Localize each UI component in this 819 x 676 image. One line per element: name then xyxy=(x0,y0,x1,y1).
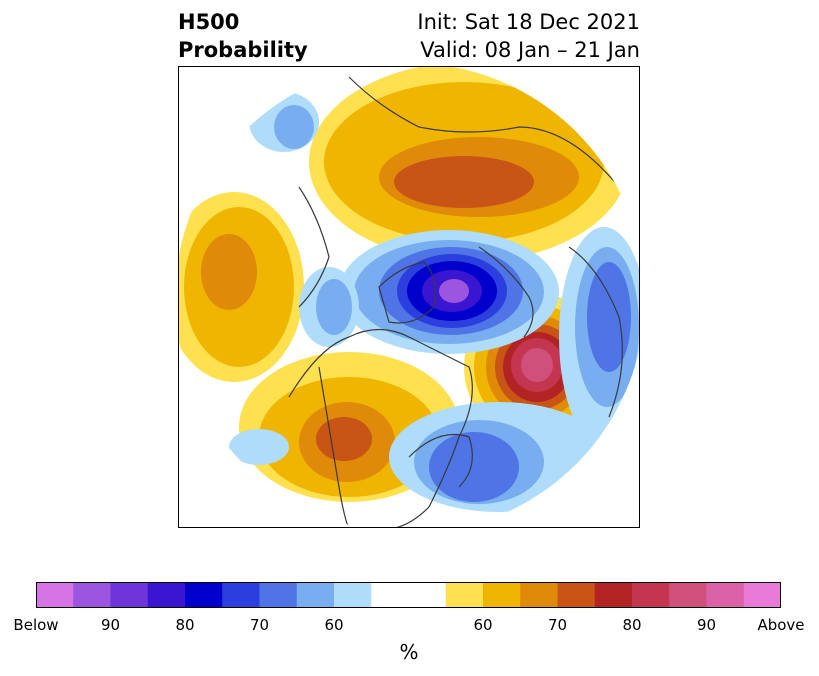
valid-range: Valid: 08 Jan – 21 Jan xyxy=(420,38,640,62)
colorbar-swatch-6 xyxy=(259,582,298,608)
title-right: Init: Sat 18 Dec 2021 Valid: 08 Jan – 21… xyxy=(417,8,640,64)
colorbar-border xyxy=(36,582,781,608)
colorbar-swatch-7 xyxy=(296,582,335,608)
title-left: H500 Probability xyxy=(178,8,308,64)
colorbar-tick-label: 90 xyxy=(100,616,121,634)
above-center-north-pacific xyxy=(179,192,304,382)
colorbar-tick-label: 70 xyxy=(249,616,270,634)
colorbar-swatch-3 xyxy=(147,582,186,608)
colorbar-tick-label: 80 xyxy=(175,616,195,634)
colorbar-swatch-15 xyxy=(594,582,633,608)
colorbar-tick-label: 80 xyxy=(622,616,642,634)
colorbar xyxy=(36,582,781,608)
colorbar-tick-label: 70 xyxy=(547,616,568,634)
colorbar-swatch-12 xyxy=(483,582,521,608)
colorbar-swatch-5 xyxy=(222,582,260,608)
colorbar-tick-label: Below xyxy=(13,616,59,634)
colorbar-tick-label: 60 xyxy=(473,616,493,634)
colorbar-unit: % xyxy=(399,640,419,664)
coastlines xyxy=(288,76,623,527)
title-subtitle: Probability xyxy=(178,38,308,62)
colorbar-swatch-4 xyxy=(185,582,223,608)
colorbar-swatch-0 xyxy=(36,582,74,608)
above-center-northern-eurasia xyxy=(309,67,629,262)
colorbar-swatch-17 xyxy=(669,582,707,608)
colorbar-swatch-13 xyxy=(520,582,558,608)
colorbar-swatch-1 xyxy=(73,582,111,608)
colorbar-tick-label: 60 xyxy=(324,616,344,634)
probability-map xyxy=(179,67,639,527)
colorbar-tick-label: 90 xyxy=(696,616,717,634)
colorbar-swatch-18 xyxy=(706,582,745,608)
colorbar-swatches xyxy=(36,582,781,608)
colorbar-swatch-19 xyxy=(743,582,781,608)
colorbar-swatch-8 xyxy=(334,582,372,608)
below-center-eastern-north-america xyxy=(389,402,609,512)
anomaly-field xyxy=(179,67,639,527)
colorbar-swatch-2 xyxy=(110,582,149,608)
below-center-north-pole xyxy=(339,230,559,354)
colorbar-swatch-10 xyxy=(408,582,447,608)
colorbar-swatch-14 xyxy=(557,582,596,608)
colorbar-swatch-16 xyxy=(632,582,670,608)
title-variable: H500 xyxy=(178,10,240,34)
colorbar-swatch-9 xyxy=(371,582,409,608)
init-date: Init: Sat 18 Dec 2021 xyxy=(417,10,640,34)
colorbar-swatch-11 xyxy=(445,582,484,608)
colorbar-tick-label: Above xyxy=(757,616,805,634)
map-panel xyxy=(178,66,640,528)
